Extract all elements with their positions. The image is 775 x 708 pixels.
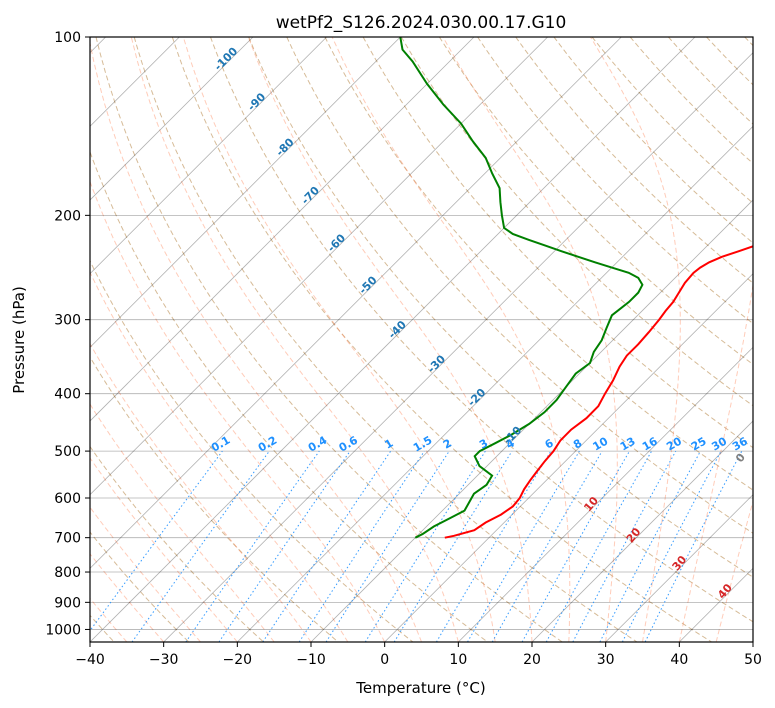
moist-adiabat-line (90, 180, 386, 642)
dry-adiabat-line (324, 37, 753, 491)
isotherm-line (384, 273, 753, 642)
y-tick-label: 200 (54, 208, 81, 224)
dry-adiabat-line (90, 445, 264, 642)
moist-adiabat-line (331, 37, 571, 642)
mixing-ratio-line (644, 450, 743, 642)
dry-adiabat-line (133, 37, 638, 642)
moist-adiabat-line (442, 37, 618, 642)
moist-adiabat-line (130, 37, 459, 642)
dry-adiabat-line (286, 37, 753, 534)
x-tick-label: 30 (597, 652, 615, 668)
mixing-ratio-line (545, 450, 653, 642)
moist-adiabat-line (90, 271, 349, 642)
x-tick-label: −20 (223, 652, 253, 668)
y-tick-label: 700 (54, 531, 81, 547)
x-axis: −40 −30 −20 −10 0 10 20 30 40 50 (75, 642, 762, 668)
moist-adiabat-line (678, 282, 753, 642)
isotherm-line (90, 37, 401, 348)
moist-adiabat-line (90, 403, 275, 642)
y-tick-label: 100 (54, 30, 81, 46)
y-axis-title: Pressure (hPa) (10, 286, 28, 394)
mixing-ratio-line (572, 450, 677, 642)
dry-adiabat-line (438, 37, 753, 365)
isotherm-line (531, 420, 753, 642)
isotherm-line (90, 37, 254, 201)
dry-adiabat-line (362, 37, 753, 449)
y-tick-label: 900 (54, 595, 81, 611)
mixing-ratio-line (262, 450, 392, 642)
moist-adiabat-line (90, 342, 312, 642)
dry-adiabat-line (515, 37, 753, 284)
x-tick-label: 50 (744, 652, 762, 668)
dry-adiabat-line (90, 259, 414, 642)
dry-adiabat-line (629, 37, 753, 165)
y-tick-label: 400 (54, 387, 81, 403)
dewpoint-profile (399, 37, 644, 539)
inline-labels: 0.1 0.2 0.4 0.6 1 1.5 2 3 4 6 8 10 13 16 20 25 30 36-100-… (209, 44, 750, 601)
mixing-ratio-line (325, 450, 450, 642)
isotherm-line (90, 37, 475, 422)
dry-adiabat-line (400, 37, 753, 407)
isotherm-line (458, 346, 753, 642)
y-tick-label: 1000 (45, 622, 81, 638)
isotherm-line (310, 199, 753, 642)
mixing-ratio-line (90, 450, 223, 632)
moist-adiabat-line (90, 40, 422, 642)
mixing-ratio-line (521, 450, 630, 642)
moist-adiabat-line (90, 457, 238, 642)
y-axis: 100 200 300 400 500 600 700 800 900 1000 (45, 30, 90, 638)
x-tick-label: −10 (296, 652, 326, 668)
isotherm-line (163, 52, 753, 642)
moist-adiabat-line (182, 37, 496, 642)
data-series (399, 37, 753, 539)
x-tick-label: 0 (380, 652, 389, 668)
mixing-ratio-line (218, 450, 351, 642)
y-tick-label: 600 (54, 491, 81, 507)
dry-adiabat-line (95, 37, 563, 642)
moist-adiabat-line (715, 499, 753, 642)
isotherm-line (90, 37, 696, 642)
isotherm-line (237, 125, 753, 642)
moist-adiabat-line (247, 37, 533, 642)
y-tick-label: 300 (54, 313, 81, 329)
x-tick-label: 20 (523, 652, 541, 668)
x-tick-label: −40 (75, 652, 105, 668)
isotherm-line (90, 37, 327, 275)
isotherm-line (90, 37, 548, 496)
mixing-ratio-line (393, 450, 513, 642)
isotherm-line (605, 494, 753, 642)
dry-adiabat-line (248, 37, 753, 578)
x-tick-label: −30 (149, 652, 179, 668)
mixing-ratio-line (185, 450, 320, 642)
temperature-profile (444, 245, 753, 539)
dry-adiabat-line (171, 37, 712, 642)
mixing-ratio-line (298, 450, 425, 642)
x-axis-title: Temperature (°C) (355, 679, 485, 697)
moist-adiabat-line (590, 37, 681, 642)
plot-frame (89, 36, 754, 643)
dry-adiabat-line (90, 356, 339, 642)
background-lines (90, 37, 753, 642)
x-tick-label: 40 (670, 652, 688, 668)
dry-adiabat-line (553, 37, 753, 244)
isotherm-line (90, 37, 622, 569)
y-tick-label: 800 (54, 565, 81, 581)
y-tick-label: 500 (54, 444, 81, 460)
mixing-ratio-line (131, 450, 270, 642)
dry-adiabat-line (210, 37, 753, 623)
chart-title: wetPf2_S126.2024.030.00.17.G10 (276, 13, 567, 33)
x-tick-label: 10 (449, 652, 467, 668)
